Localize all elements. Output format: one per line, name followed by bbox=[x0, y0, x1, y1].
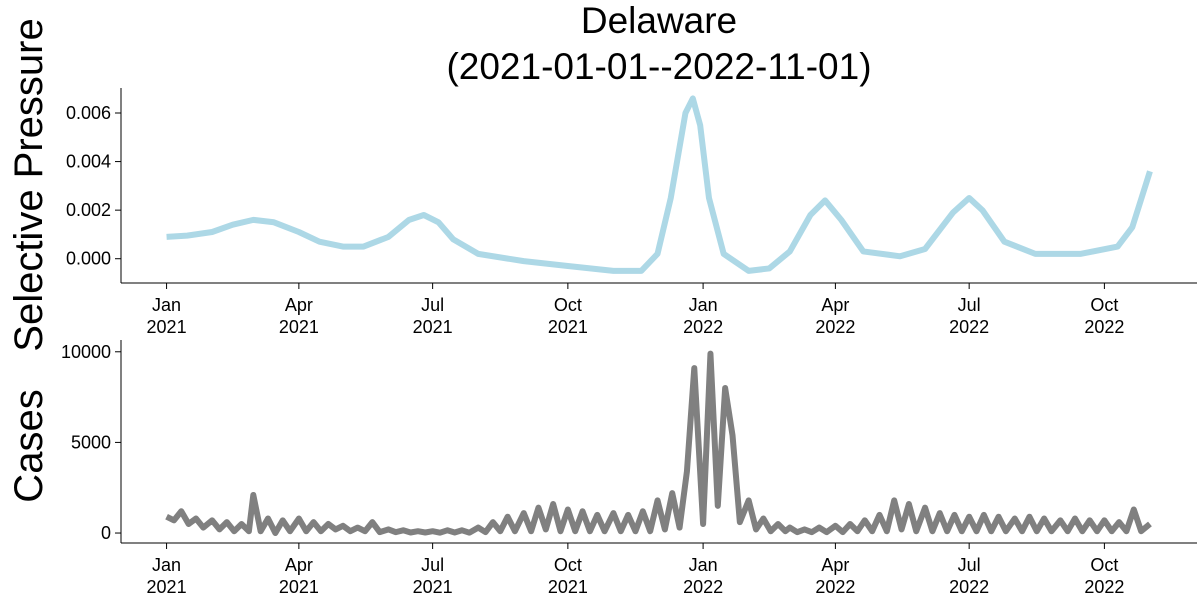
x-tick-label: Apr 2021 bbox=[279, 295, 319, 337]
x-tick-label: Apr 2022 bbox=[815, 555, 855, 597]
y-tick-label: 0.002 bbox=[66, 200, 111, 220]
chart-title: Delaware bbox=[581, 0, 737, 41]
x-tick-label: Apr 2021 bbox=[279, 555, 319, 597]
y-tick-label: 0.006 bbox=[66, 103, 111, 123]
y-tick-label: 0.000 bbox=[66, 249, 111, 269]
data-line bbox=[166, 95, 1153, 274]
x-tick-label: Jan 2021 bbox=[147, 555, 187, 597]
x-tick-label: Jul 2022 bbox=[949, 295, 989, 337]
x-tick-label: Jul 2022 bbox=[949, 555, 989, 597]
y-tick-label: 10000 bbox=[61, 342, 111, 362]
x-tick-label: Apr 2022 bbox=[815, 295, 855, 337]
chart-subtitle: (2021-01-01--2022-11-01) bbox=[446, 46, 871, 87]
x-tick-label: Jan 2022 bbox=[683, 555, 723, 597]
x-tick-label: Oct 2021 bbox=[548, 555, 588, 597]
x-tick-label: Jan 2021 bbox=[147, 295, 187, 337]
y-tick-label: 0.004 bbox=[66, 152, 111, 172]
y-tick-label: 0 bbox=[101, 523, 111, 543]
x-tick-label: Oct 2021 bbox=[548, 295, 588, 337]
x-tick-label: Jul 2021 bbox=[413, 295, 453, 337]
data-line bbox=[165, 350, 1152, 537]
x-tick-label: Jan 2022 bbox=[683, 295, 723, 337]
y-tick-label: 5000 bbox=[71, 432, 111, 452]
x-tick-label: Oct 2022 bbox=[1084, 555, 1124, 597]
y-axis-label: Selective Pressure bbox=[7, 18, 51, 351]
x-tick-label: Jul 2021 bbox=[413, 555, 453, 597]
x-tick-label: Oct 2022 bbox=[1084, 295, 1124, 337]
y-axis-label: Cases bbox=[7, 389, 51, 502]
